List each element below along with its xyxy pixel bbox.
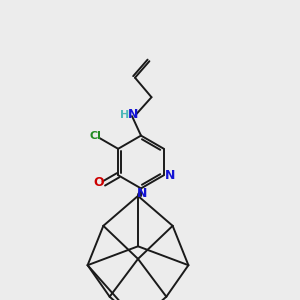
Text: H: H <box>120 110 129 120</box>
Text: N: N <box>137 187 147 200</box>
Text: N: N <box>128 108 138 121</box>
Text: N: N <box>165 169 176 182</box>
Text: Cl: Cl <box>90 131 102 141</box>
Text: O: O <box>93 176 104 189</box>
